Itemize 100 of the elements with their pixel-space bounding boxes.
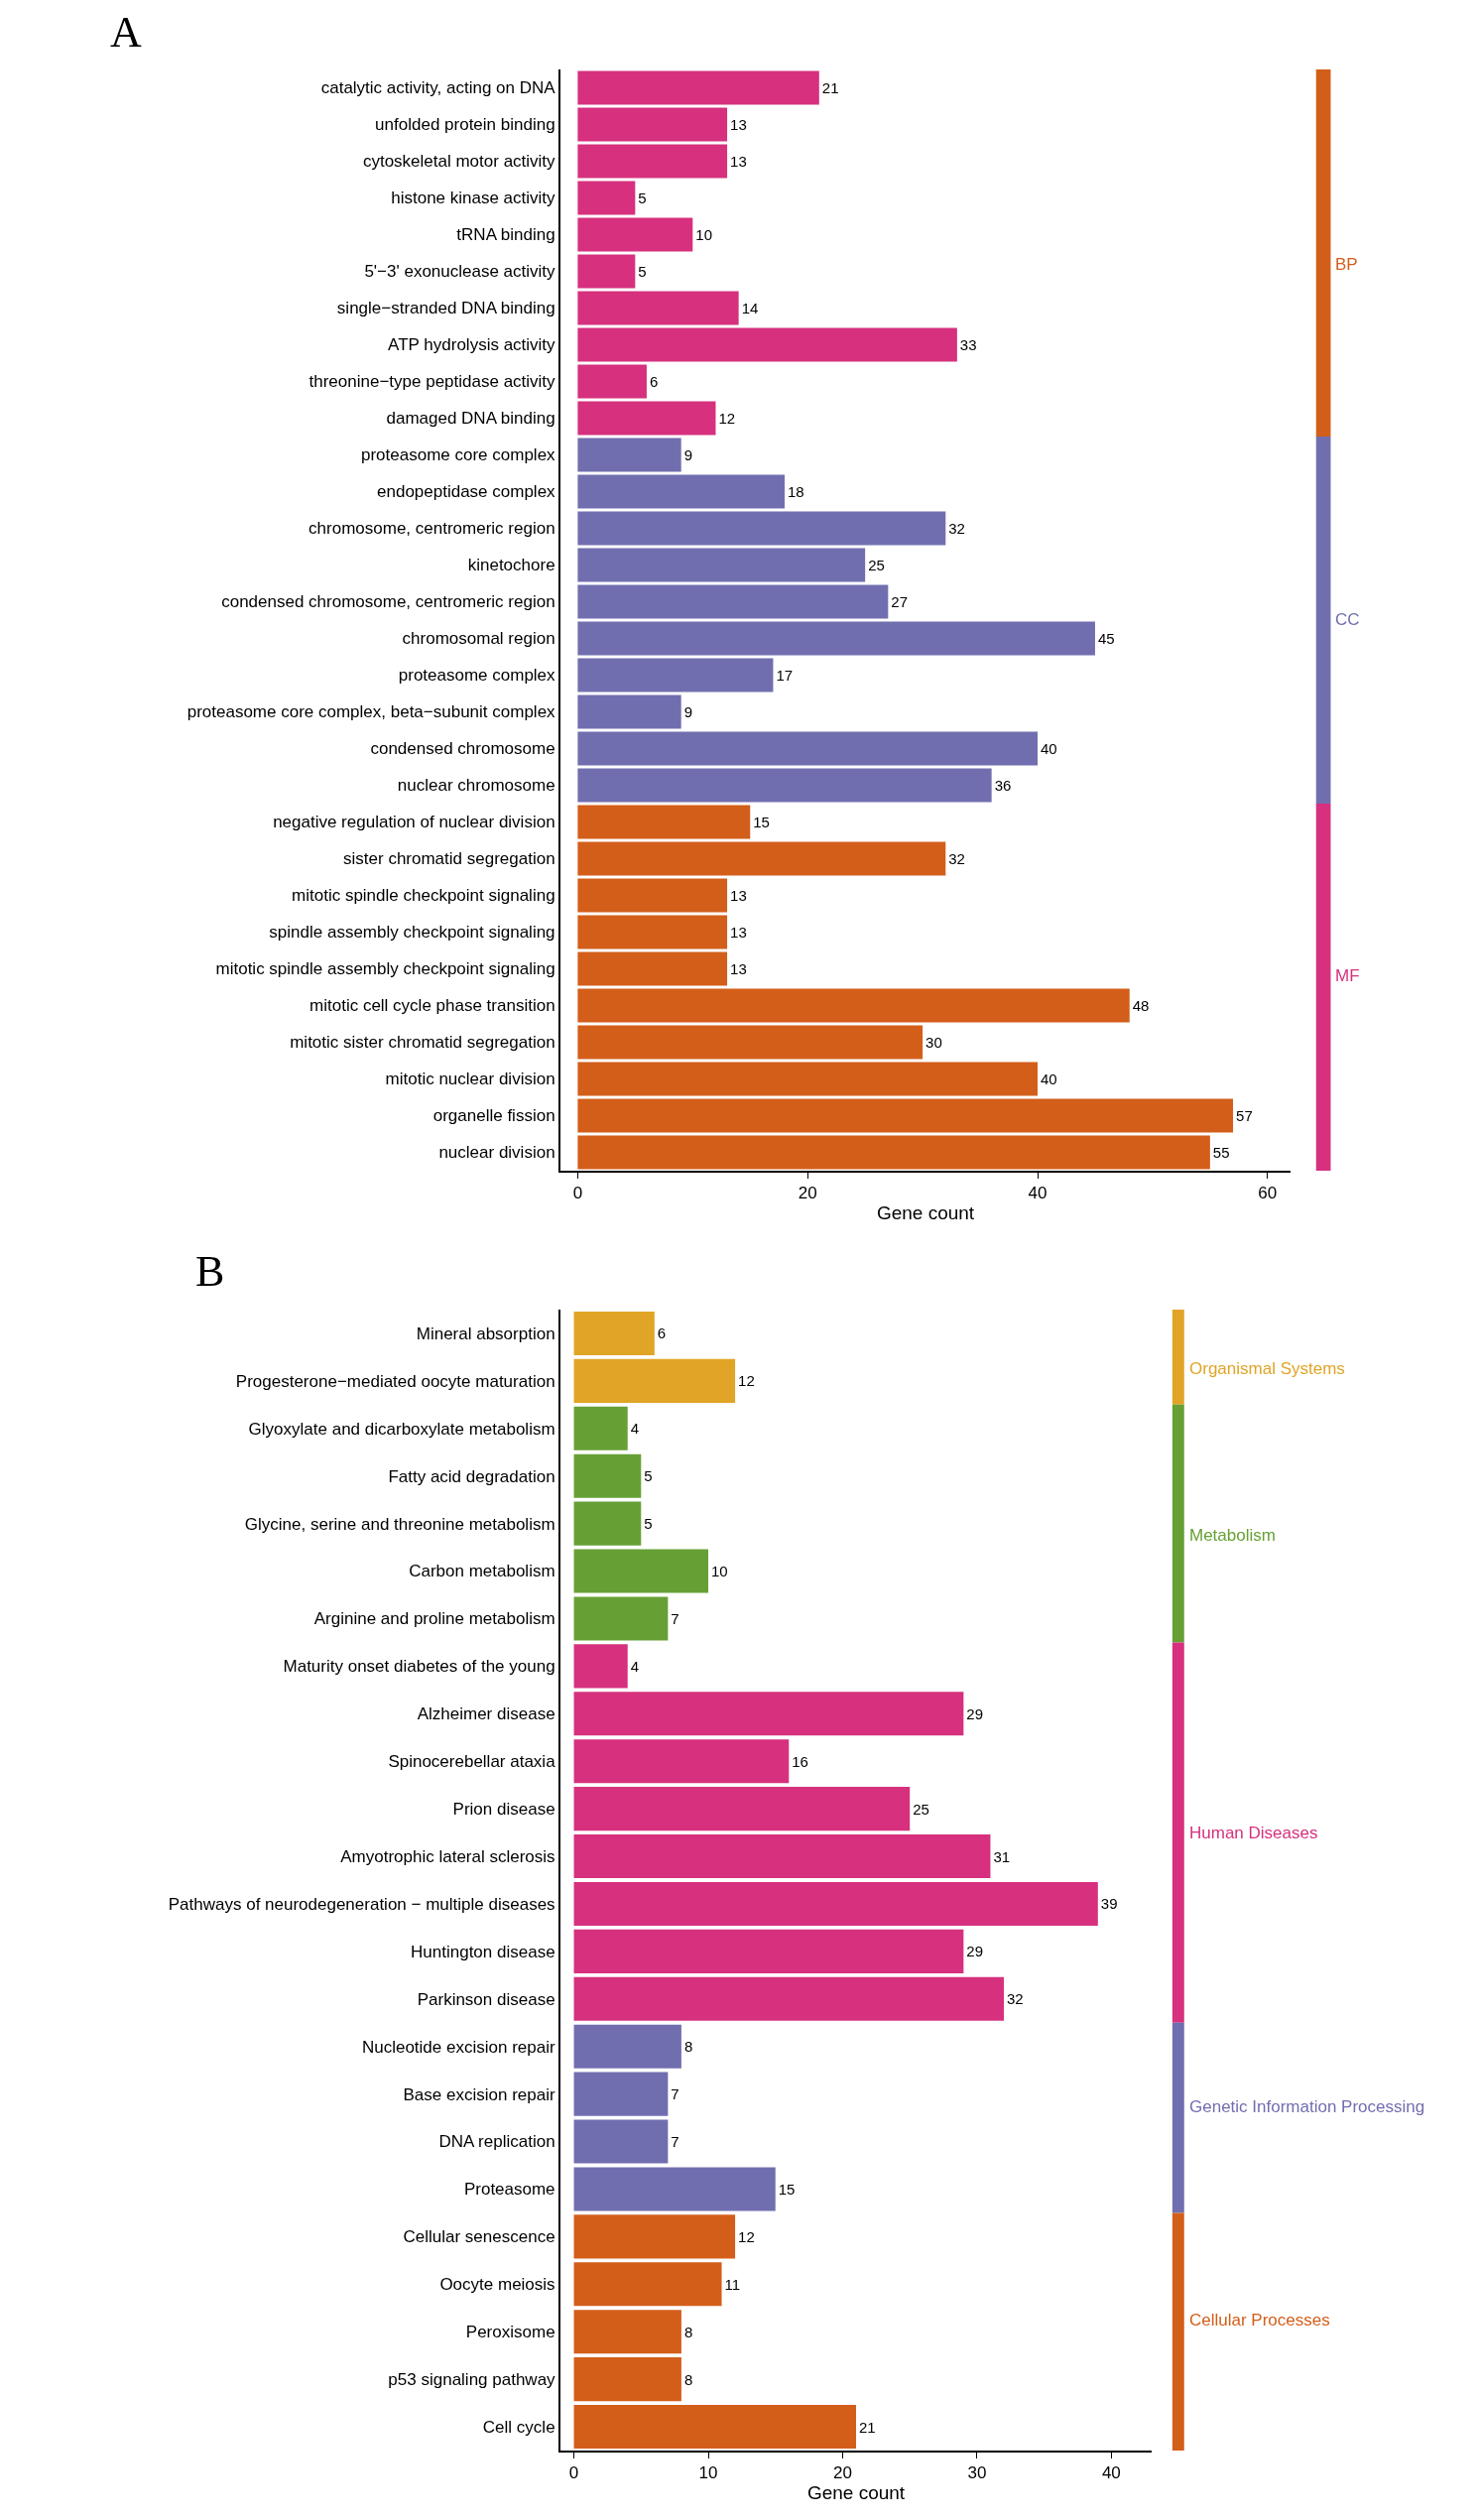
data-label: 30	[925, 1034, 942, 1051]
y-tick-label: Mineral absorption	[416, 1323, 555, 1343]
bar	[577, 951, 728, 986]
data-label: 15	[778, 2180, 796, 2198]
y-tick-label: spindle assembly checkpoint signaling	[269, 923, 555, 943]
bar	[573, 1358, 736, 1403]
bar	[573, 2310, 681, 2354]
data-label: 27	[891, 593, 909, 610]
y-tick-label: 5'−3' exonuclease activity	[364, 262, 556, 282]
data-label: 16	[792, 1752, 808, 1770]
y-tick-label: Prion disease	[452, 1800, 555, 1820]
data-label: 13	[730, 960, 747, 977]
data-label: 13	[730, 153, 747, 170]
x-tick-label: 40	[1028, 1184, 1048, 1203]
text: MF	[1335, 966, 1360, 985]
data-label: 33	[959, 336, 977, 353]
bar	[577, 327, 957, 362]
text: B	[195, 1247, 225, 1296]
y-tick-label: histone kinase activity	[391, 189, 556, 208]
bar	[577, 768, 992, 803]
y-tick-label: mitotic spindle assembly checkpoint signaling	[215, 959, 555, 979]
x-tick-label: 40	[1101, 2463, 1121, 2483]
y-tick-label: mitotic sister chromatid segregation	[290, 1033, 555, 1053]
data-label: 7	[671, 2133, 679, 2151]
bar	[573, 1739, 790, 1784]
text: Organismal Systems	[1189, 1359, 1345, 1378]
y-tick-label: threonine−type peptidase activity	[308, 372, 556, 392]
y-tick-label: Arginine and proline metabolism	[313, 1609, 555, 1629]
bar	[577, 805, 751, 839]
y-tick-label: damaged DNA binding	[386, 409, 555, 429]
data-label: 7	[671, 2085, 679, 2103]
y-tick-label: Glycine, serine and threonine metabolism	[244, 1514, 555, 1534]
y-tick-label: Nucleotide excision repair	[361, 2037, 555, 2057]
text: CC	[1335, 610, 1360, 629]
bar	[577, 474, 786, 509]
x-tick-label: 60	[1258, 1184, 1278, 1203]
text: BP	[1335, 255, 1358, 274]
y-tick-label: Maturity onset diabetes of the young	[283, 1657, 555, 1677]
x-tick-label: 20	[832, 2463, 852, 2483]
y-tick-label: ATP hydrolysis activity	[388, 335, 556, 355]
data-label: 5	[644, 1467, 653, 1485]
y-tick-label: Carbon metabolism	[409, 1562, 555, 1581]
bar	[573, 1881, 1098, 1926]
data-label: 21	[821, 79, 839, 96]
x-axis-title: Gene count	[806, 2482, 906, 2504]
y-tick-label: proteasome core complex	[361, 445, 556, 465]
y-tick-label: catalytic activity, acting on DNA	[320, 78, 556, 98]
y-tick-label: Amyotrophic lateral sclerosis	[340, 1846, 555, 1866]
bar	[573, 2167, 776, 2211]
bar	[577, 1062, 1039, 1096]
x-tick-label: 30	[967, 2463, 987, 2483]
x-tick-label: 0	[572, 1184, 583, 1203]
data-label: 9	[683, 703, 693, 720]
data-label: 57	[1236, 1107, 1253, 1124]
y-tick-label: sister chromatid segregation	[343, 849, 555, 869]
bar	[577, 731, 1039, 766]
y-tick-label: condensed chromosome	[370, 739, 555, 759]
data-label: 32	[948, 520, 965, 537]
data-label: 10	[695, 226, 712, 243]
text: Human Diseases	[1189, 1824, 1318, 1842]
data-label: 21	[859, 2418, 876, 2436]
y-tick-label: chromosome, centromeric region	[308, 519, 555, 539]
text: Cellular Processes	[1189, 2311, 1330, 2330]
data-label: 17	[776, 667, 794, 684]
bar	[577, 584, 889, 619]
bar	[573, 1692, 964, 1736]
data-label: 4	[630, 1420, 640, 1438]
y-tick-label: nuclear division	[438, 1143, 555, 1163]
y-tick-label: organelle fission	[432, 1106, 555, 1126]
y-tick-label: Glyoxylate and dicarboxylate metabolism	[248, 1419, 555, 1439]
bar	[577, 364, 647, 399]
y-tick-label: tRNA binding	[456, 225, 555, 245]
bar	[573, 1406, 628, 1450]
x-tick-label: 20	[798, 1184, 817, 1203]
y-tick-label: Oocyte meiosis	[439, 2275, 555, 2295]
data-label: 6	[649, 373, 659, 390]
bar	[573, 1644, 628, 1689]
bar	[573, 2024, 681, 2069]
data-label: 13	[730, 116, 747, 133]
bar	[573, 1929, 964, 1973]
x-tick-label: 0	[568, 2463, 579, 2483]
bar	[577, 841, 946, 876]
bar	[577, 878, 728, 913]
x-tick-label: 10	[698, 2463, 718, 2483]
data-label: 12	[738, 1372, 755, 1390]
y-tick-label: nuclear chromosome	[397, 776, 555, 796]
data-label: 25	[868, 557, 885, 573]
data-label: 6	[657, 1324, 667, 1342]
y-tick-label: Alzheimer disease	[417, 1704, 555, 1724]
y-tick-label: Huntington disease	[411, 1942, 555, 1961]
data-label: 36	[994, 777, 1012, 794]
data-label: 12	[738, 2227, 755, 2245]
y-tick-label: p53 signaling pathway	[388, 2370, 556, 2390]
y-tick-label: Pathways of neurodegeneration − multiple diseases	[168, 1894, 555, 1914]
data-label: 45	[1097, 630, 1115, 647]
bar	[577, 1025, 924, 1060]
bar	[573, 2119, 669, 2164]
y-tick-label: Cell cycle	[482, 2417, 555, 2437]
y-tick-label: Peroxisome	[465, 2323, 555, 2342]
data-label: 8	[683, 2038, 693, 2056]
